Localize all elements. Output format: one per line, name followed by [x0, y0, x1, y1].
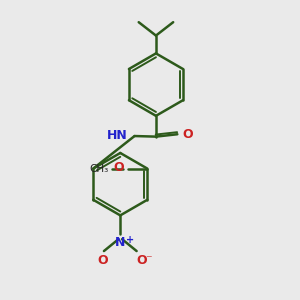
- Text: +: +: [126, 235, 134, 245]
- Text: O: O: [114, 161, 124, 175]
- Text: O: O: [136, 254, 147, 267]
- Text: O: O: [97, 254, 108, 267]
- Text: CH₃: CH₃: [89, 164, 109, 174]
- Text: O: O: [183, 128, 193, 141]
- Text: N: N: [115, 236, 125, 249]
- Text: HN: HN: [107, 129, 128, 142]
- Text: ⁻: ⁻: [145, 253, 152, 266]
